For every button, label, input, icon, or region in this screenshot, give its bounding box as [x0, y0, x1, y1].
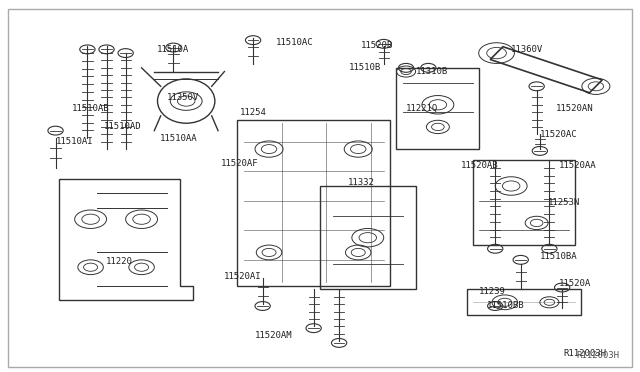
Text: 11510BB: 11510BB — [487, 301, 525, 311]
Text: 11510AB: 11510AB — [72, 104, 109, 113]
Text: 11510AA: 11510AA — [160, 134, 197, 142]
Text: 11520AN: 11520AN — [556, 104, 593, 113]
Text: 11510AD: 11510AD — [104, 122, 141, 131]
Text: 11350V: 11350V — [167, 93, 199, 102]
Text: 11332: 11332 — [348, 178, 375, 187]
Text: R112003H: R112003H — [577, 350, 620, 359]
Text: 11520AC: 11520AC — [540, 130, 577, 139]
Text: 11520AB: 11520AB — [461, 161, 498, 170]
Text: 11510BA: 11510BA — [540, 251, 577, 261]
Text: 11360V: 11360V — [511, 45, 543, 54]
Text: 11253N: 11253N — [548, 198, 580, 207]
Text: 11520A: 11520A — [559, 279, 591, 288]
Text: 11310B: 11310B — [415, 67, 448, 76]
Text: 11520AA: 11520AA — [559, 161, 596, 170]
Text: 11220: 11220 — [106, 257, 132, 266]
Text: 11520AF: 11520AF — [221, 159, 259, 169]
Text: 11510AI: 11510AI — [56, 137, 93, 146]
Text: 11510A: 11510A — [157, 45, 189, 54]
Text: 11510B: 11510B — [349, 63, 381, 72]
Text: R112003H: R112003H — [564, 350, 607, 359]
Text: 11520AM: 11520AM — [255, 331, 293, 340]
Text: 11254: 11254 — [239, 108, 266, 117]
Text: 11510AC: 11510AC — [275, 38, 313, 46]
Text: 11520AI: 11520AI — [223, 272, 261, 281]
Text: 11221Q: 11221Q — [406, 104, 438, 113]
Text: 11239: 11239 — [479, 287, 506, 296]
Text: 11520B: 11520B — [361, 41, 394, 50]
